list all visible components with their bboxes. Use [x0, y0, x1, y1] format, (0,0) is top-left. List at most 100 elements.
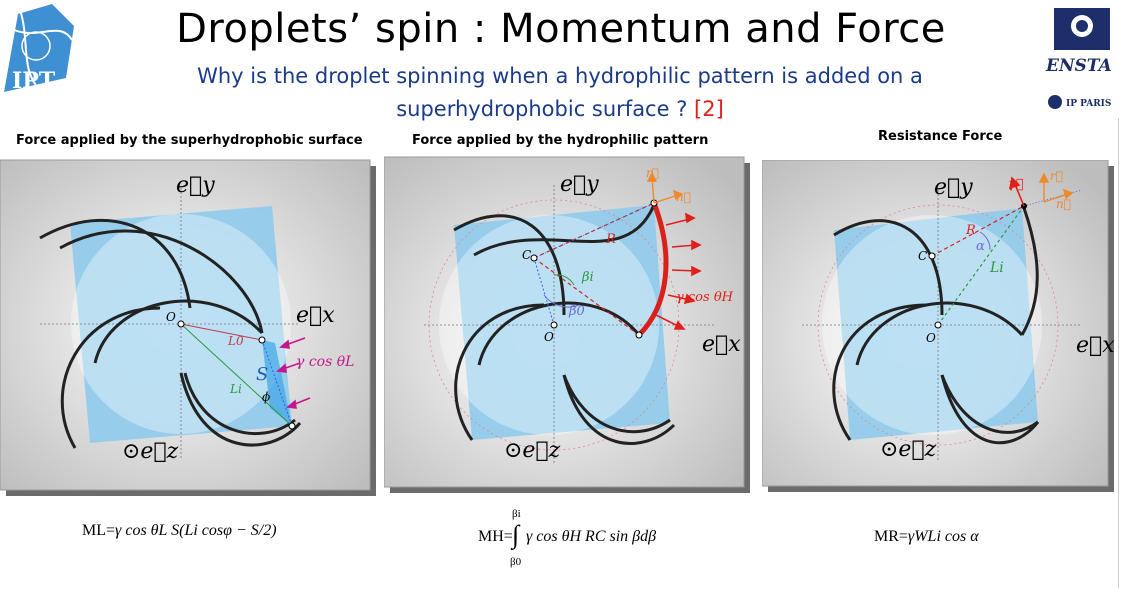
- r-label-3: R: [965, 223, 976, 238]
- origin-point-3: [934, 321, 942, 329]
- beta-i-label: βi: [581, 270, 594, 285]
- panel-2-title: Force applied by the hydrophilic pattern: [412, 133, 709, 148]
- arm-2: [179, 372, 302, 447]
- subtitle-line-2: superhydrophobic surface ?: [396, 97, 688, 121]
- formula-mh-lhs: MH=: [478, 528, 513, 545]
- pattern-arms-3: [832, 207, 1040, 445]
- c-label: C: [522, 248, 531, 262]
- droplet-shape-2: [454, 205, 670, 440]
- ez-label-2: ⊙e⃗z: [504, 438, 561, 463]
- formula-mr: MR=γWLi cos α: [874, 528, 979, 546]
- r-line-2: [533, 257, 640, 336]
- formula-mr-lhs: MR=: [874, 528, 908, 545]
- origin-point-2: [550, 321, 558, 329]
- slide-edge-line: [1118, 118, 1119, 588]
- beta-0-label: β0: [568, 304, 585, 319]
- r-label: R: [605, 232, 616, 247]
- hydrophilic-arc: [637, 202, 669, 337]
- ey-label-2: e⃗y: [560, 172, 599, 197]
- subtitle-line-1: Why is the droplet spinning when a hydro…: [197, 64, 923, 88]
- gamma-vector: [1008, 176, 1025, 207]
- l0-line: [180, 323, 263, 341]
- ensta-logo-text: ENSTA: [1045, 56, 1112, 76]
- arm-1: [39, 218, 192, 309]
- arm-1b: [59, 229, 264, 334]
- force-arrows: [276, 337, 311, 409]
- force-label-2: γ cos θH: [676, 290, 734, 305]
- tangent-line: [1023, 189, 1083, 207]
- gamma-label: γ⃗: [1008, 177, 1024, 192]
- r-line-3: [931, 205, 1025, 257]
- ey-label-3: e⃗y: [934, 175, 973, 200]
- origin-label: O: [166, 310, 176, 324]
- li-label-3: Li: [989, 260, 1004, 276]
- c-label-3: C: [918, 249, 927, 263]
- ensta-logo-inner: [1076, 20, 1088, 32]
- arm-5: [183, 372, 296, 436]
- c-line: [533, 202, 655, 259]
- phi-label: ϕ: [262, 390, 270, 404]
- l0-label: L0: [227, 334, 244, 348]
- ip-paris-text: IP PARIS: [1066, 99, 1111, 109]
- ipt-logo-shape: [4, 4, 74, 92]
- alpha-arc: [979, 231, 991, 251]
- ex-label: e⃗x: [296, 303, 335, 328]
- n-vector-label-3: n⃗: [1056, 197, 1071, 211]
- point-b: [288, 422, 296, 430]
- origin-point: [177, 320, 185, 328]
- ex-label-3: e⃗x: [1076, 333, 1115, 358]
- li-line-3: [937, 205, 1025, 326]
- ensta-logo: ENSTA IP PARIS: [1045, 8, 1112, 109]
- arm-3: [60, 306, 161, 449]
- ipt-logo: IPT: [4, 4, 74, 94]
- radius-circle-3: [817, 204, 1059, 446]
- c-point-3: [928, 252, 936, 260]
- formula-mh-rhs: γ cos θH RC sin βdβ: [526, 528, 657, 545]
- formula-mh-upper: βi: [512, 508, 521, 520]
- integral-sign: ∫: [512, 520, 520, 549]
- s-label: S: [256, 364, 268, 385]
- ip-paris-icon: [1048, 95, 1062, 109]
- panel-1-title: Force applied by the superhydrophobic su…: [16, 133, 363, 148]
- point-a: [258, 336, 266, 344]
- beta-0-arc: [543, 294, 580, 308]
- rn-vectors: [646, 171, 684, 204]
- formula-ml-lhs: ML=: [82, 522, 116, 539]
- ey-label: e⃗y: [176, 173, 215, 198]
- alpha-label: α: [976, 239, 985, 254]
- arm-4: [93, 299, 264, 364]
- li-line: [180, 323, 293, 427]
- ez-label-3: ⊙e⃗z: [880, 437, 937, 462]
- arc-bottom-point: [635, 331, 643, 339]
- c-point: [530, 254, 538, 262]
- force-label: γ cos θL: [296, 354, 354, 370]
- pattern-arms: [39, 218, 302, 449]
- ex-label-2: e⃗x: [702, 332, 741, 357]
- ipt-logo-ring: [21, 31, 51, 61]
- ipt-logo-text: IPT: [12, 68, 56, 94]
- panel-2-diagram: e⃗y e⃗x ⊙e⃗z O C R βi β0 r⃗ n⃗ γ cos θH: [384, 156, 750, 493]
- formula-ml: ML=γ cos θL S(Li cosφ − S/2): [82, 522, 277, 540]
- origin-label-2: O: [544, 330, 554, 344]
- reference-link[interactable]: [2]: [694, 97, 724, 121]
- n-vector-label: n⃗: [676, 190, 691, 204]
- formula-mr-rhs: γWLi cos α: [907, 528, 979, 545]
- ipt-logo-orbit-1: [13, 29, 73, 41]
- ipt-logo-orbit-2: [19, 9, 41, 91]
- r-vector-label-3: r⃗: [1050, 169, 1063, 183]
- slide-title: Droplets’ spin : Momentum and Force: [176, 6, 946, 52]
- s-edge: [261, 339, 293, 427]
- force-arrows-2: [655, 212, 702, 330]
- li-label: Li: [229, 382, 242, 396]
- panel-3-title: Resistance Force: [878, 129, 1003, 144]
- panel-1-diagram: e⃗y e⃗x ⊙e⃗z O L0 Li S ϕ γ cos θL: [0, 159, 376, 496]
- panel-3-diagram: e⃗y e⃗x ⊙e⃗z O C R α Li γ⃗ r⃗ n⃗: [762, 160, 1115, 492]
- r-vector-label: r⃗: [646, 166, 659, 180]
- formula-mh-lower: β0: [510, 556, 522, 568]
- beta-i-arc: [553, 274, 575, 286]
- slide-subtitle: Why is the droplet spinning when a hydro…: [150, 60, 970, 126]
- rn-vectors-3: [1038, 172, 1074, 203]
- origin-label-3: O: [926, 331, 936, 345]
- formula-ml-rhs: γ cos θL S(Li cosφ − S/2): [115, 522, 277, 539]
- ez-label: ⊙e⃗z: [122, 439, 179, 464]
